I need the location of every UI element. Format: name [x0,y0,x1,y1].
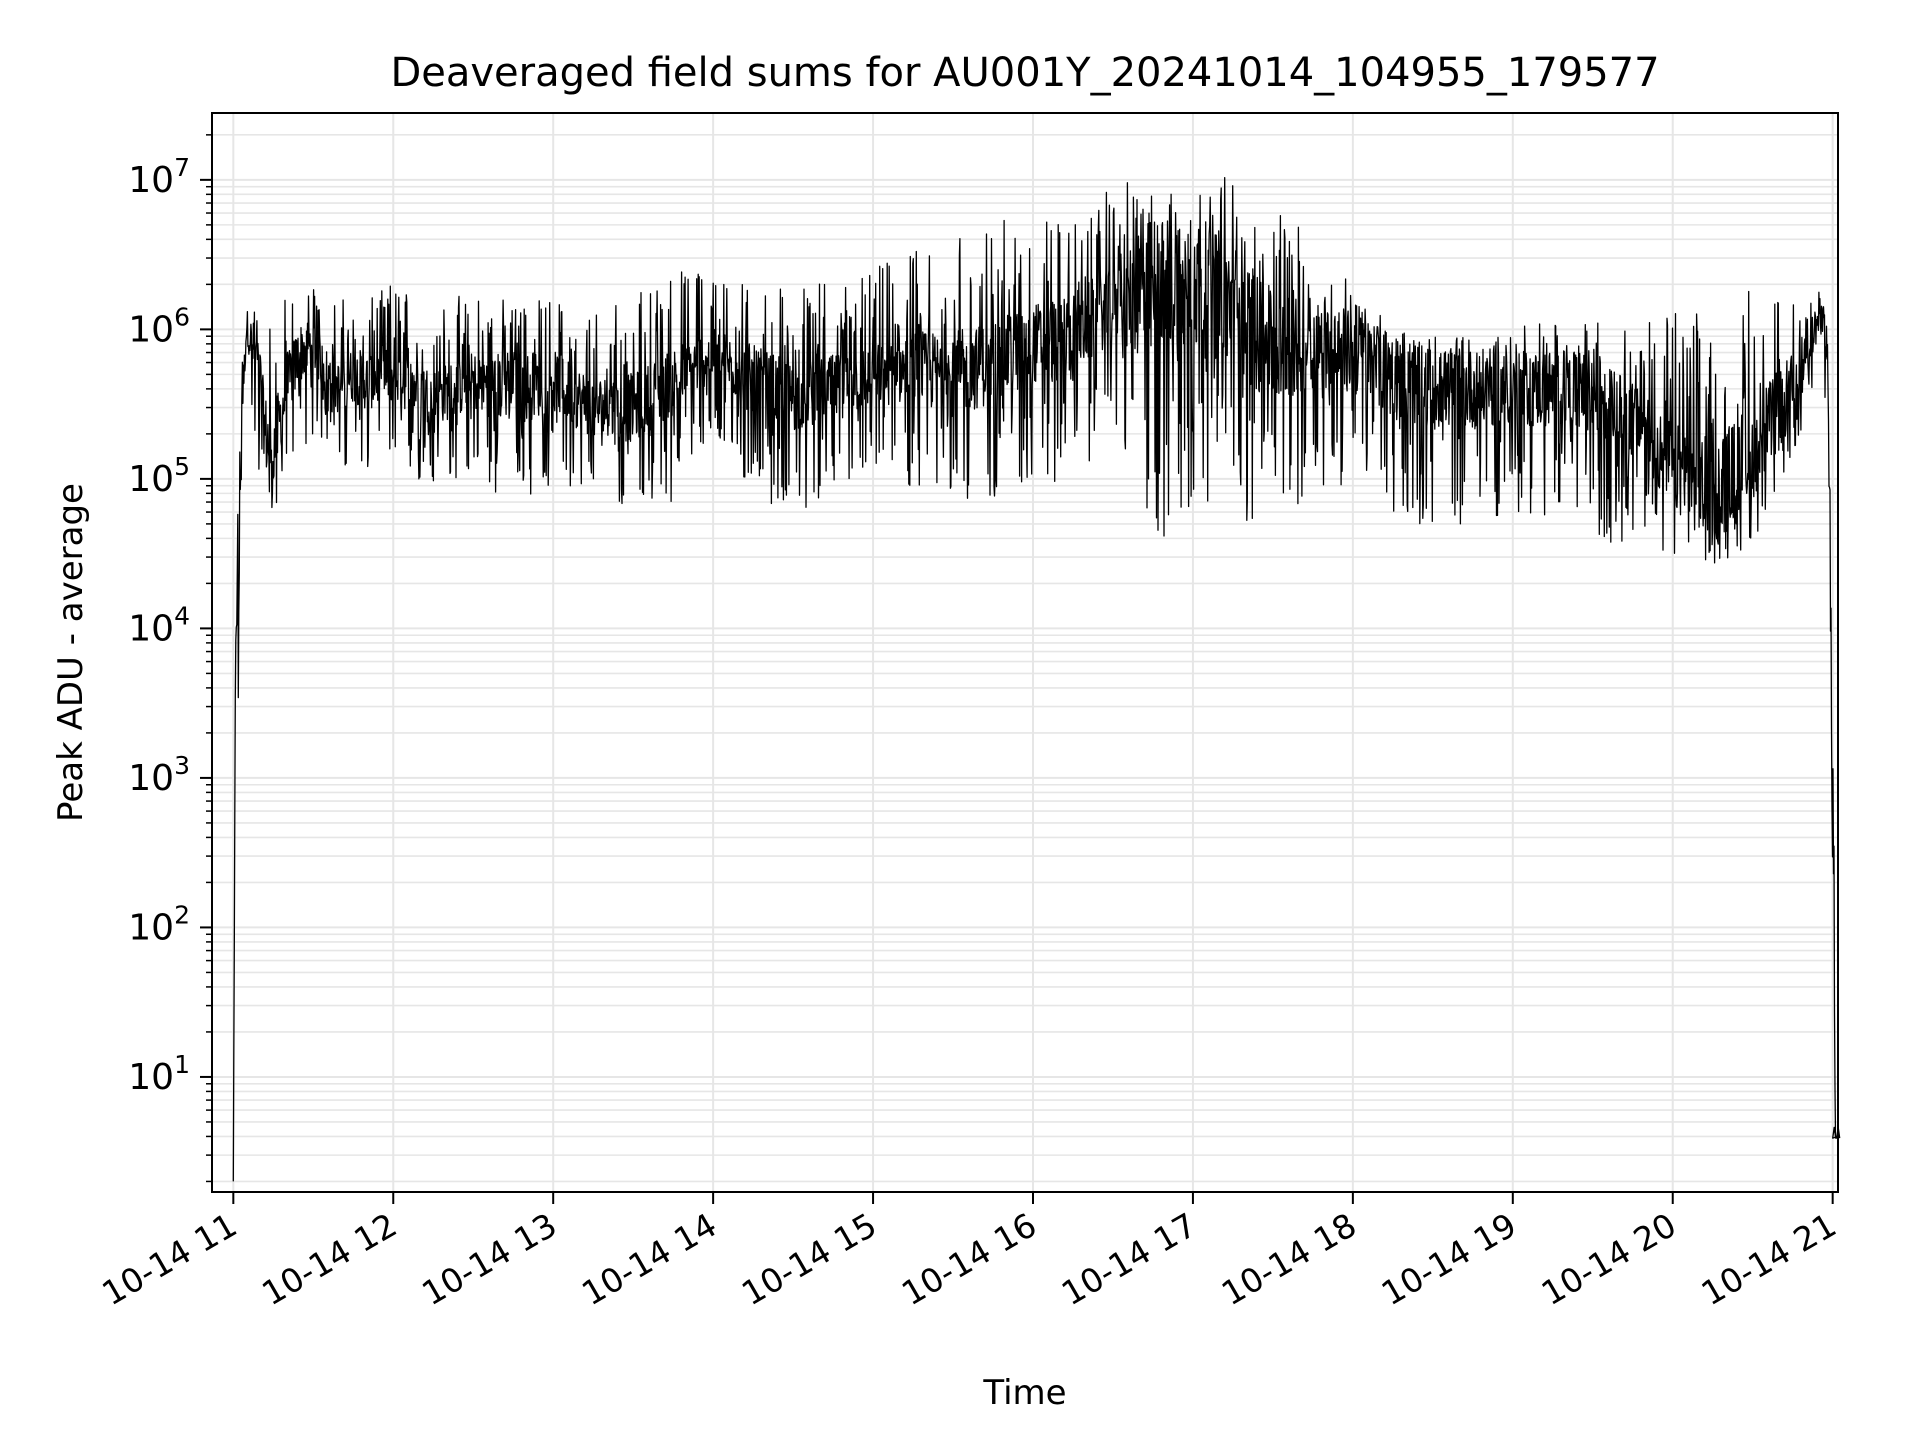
y-tick-label: 107 [128,153,190,201]
x-tick-label: 10-14 20 [1535,1205,1683,1313]
x-tick-label: 10-14 14 [575,1205,723,1313]
x-tick-label: 10-14 17 [1055,1205,1203,1313]
y-axis: 101 102 103 104 105 106 107 [128,134,212,1183]
x-tick-label: 10-14 16 [895,1205,1043,1313]
x-tick-label: 10-14 18 [1215,1205,1363,1313]
x-tick-label: 10-14 12 [255,1205,403,1313]
y-tick-label: 106 [128,302,190,350]
y-tick-label: 103 [128,751,190,799]
chart-title: Deaveraged field sums for AU001Y_2024101… [390,50,1659,96]
x-tick-label: 10-14 13 [415,1205,563,1313]
x-axis-label: Time [982,1373,1066,1413]
x-tick-label: 10-14 11 [95,1205,243,1313]
x-tick-label: 10-14 15 [735,1205,883,1313]
series-layer [232,176,1841,1182]
y-tick-label: 104 [128,601,190,649]
y-axis-label: Peak ADU - average [51,483,91,822]
x-tick-label: 10-14 21 [1695,1205,1843,1313]
plot-frame [211,112,1839,1193]
grid [212,113,1838,1192]
y-tick-label: 102 [128,900,190,948]
x-axis: 10-14 11 10-14 12 10-14 13 10-14 14 10-14 15… [95,1192,1843,1313]
y-tick-label: 101 [128,1050,190,1098]
y-tick-label: 105 [128,452,190,500]
series-line [232,176,1841,1182]
x-tick-label: 10-14 19 [1375,1205,1523,1313]
